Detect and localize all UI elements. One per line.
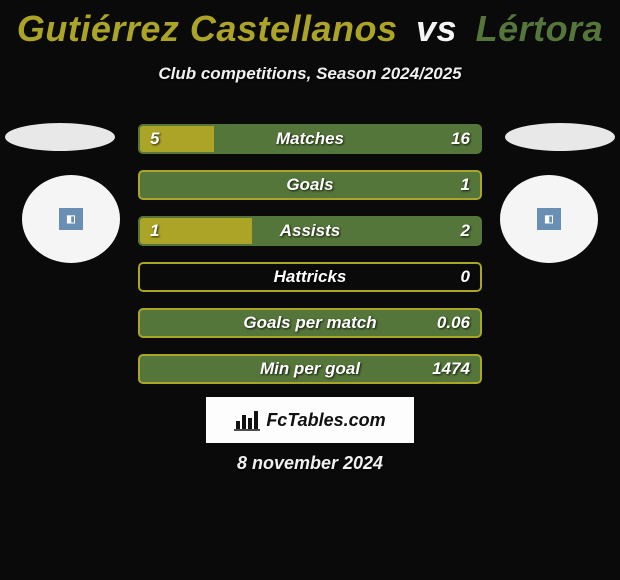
stat-row: Hattricks0 (138, 262, 482, 292)
stat-row: Goals per match0.06 (138, 308, 482, 338)
logo-text: FcTables.com (266, 410, 385, 431)
stat-label: Min per goal (138, 354, 482, 384)
player1-name: Gutiérrez Castellanos (17, 8, 398, 49)
stat-value-right: 16 (451, 124, 470, 154)
player1-ellipse (5, 123, 115, 151)
stat-label: Goals (138, 170, 482, 200)
stat-row: Goals1 (138, 170, 482, 200)
stat-value-right: 0 (461, 262, 470, 292)
stat-label: Matches (138, 124, 482, 154)
fctables-logo: FcTables.com (206, 397, 414, 443)
stat-row: Matches5 16 (138, 124, 482, 154)
stats-bars: Matches516Goals1Assists12Hattricks0Goals… (138, 124, 482, 400)
stat-row: Min per goal1474 (138, 354, 482, 384)
player2-club-badge-icon: ◧ (537, 208, 561, 230)
stat-label: Hattricks (138, 262, 482, 292)
player2-ellipse (505, 123, 615, 151)
stat-value-left: 5 (150, 124, 159, 154)
stat-value-left: 1 (150, 216, 159, 246)
subtitle: Club competitions, Season 2024/2025 (0, 64, 620, 84)
stat-row: Assists1 2 (138, 216, 482, 246)
comparison-title: Gutiérrez Castellanos vs Lértora (0, 0, 620, 50)
stat-value-right: 0.06 (437, 308, 470, 338)
bar-chart-icon (234, 409, 260, 431)
stat-value-right: 1474 (432, 354, 470, 384)
stat-label: Assists (138, 216, 482, 246)
player2-club-circle: ◧ (500, 175, 598, 263)
stat-value-right: 1 (461, 170, 470, 200)
vs-separator: vs (416, 8, 457, 49)
player1-club-circle: ◧ (22, 175, 120, 263)
player1-club-badge-icon: ◧ (59, 208, 83, 230)
stat-label: Goals per match (138, 308, 482, 338)
stat-value-right: 2 (461, 216, 470, 246)
date-label: 8 november 2024 (0, 453, 620, 474)
player2-name: Lértora (476, 8, 604, 49)
